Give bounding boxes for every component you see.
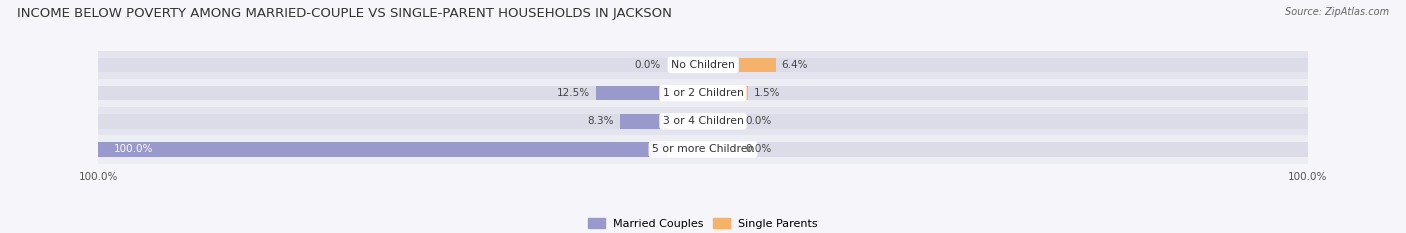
Text: 5 or more Children: 5 or more Children (652, 144, 754, 154)
Bar (98, 114, 666, 129)
Bar (98, 51, 1308, 79)
Text: 1 or 2 Children: 1 or 2 Children (662, 88, 744, 98)
Text: 6.4%: 6.4% (782, 60, 808, 70)
Bar (596, 86, 666, 100)
Text: 3 or 4 Children: 3 or 4 Children (662, 116, 744, 126)
Bar (98, 79, 1308, 107)
Text: 0.0%: 0.0% (745, 116, 772, 126)
Bar (98, 86, 666, 100)
Bar (740, 86, 748, 100)
Text: 8.3%: 8.3% (588, 116, 613, 126)
Bar (740, 58, 776, 72)
Bar (98, 107, 1308, 135)
Text: INCOME BELOW POVERTY AMONG MARRIED-COUPLE VS SINGLE-PARENT HOUSEHOLDS IN JACKSON: INCOME BELOW POVERTY AMONG MARRIED-COUPL… (17, 7, 672, 20)
Bar (740, 142, 1308, 157)
Text: 0.0%: 0.0% (745, 144, 772, 154)
Text: 12.5%: 12.5% (557, 88, 589, 98)
Bar (98, 142, 666, 157)
Bar (98, 58, 666, 72)
Bar (740, 114, 1308, 129)
Text: Source: ZipAtlas.com: Source: ZipAtlas.com (1285, 7, 1389, 17)
Bar (740, 86, 1308, 100)
Bar (98, 135, 1308, 164)
Text: 1.5%: 1.5% (754, 88, 780, 98)
Text: 100.0%: 100.0% (114, 144, 153, 154)
Bar (620, 114, 666, 129)
Bar (740, 58, 1308, 72)
Bar (98, 142, 666, 157)
Text: 0.0%: 0.0% (634, 60, 661, 70)
Text: No Children: No Children (671, 60, 735, 70)
Legend: Married Couples, Single Parents: Married Couples, Single Parents (588, 218, 818, 229)
